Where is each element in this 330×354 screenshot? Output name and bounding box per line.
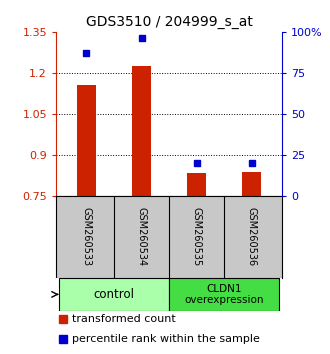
Bar <box>187 173 206 196</box>
Text: percentile rank within the sample: percentile rank within the sample <box>72 334 260 344</box>
Text: control: control <box>93 288 135 301</box>
Bar <box>169 278 280 311</box>
Bar <box>242 172 261 196</box>
Bar <box>132 66 151 196</box>
Bar <box>59 278 169 311</box>
Text: GSM260535: GSM260535 <box>192 207 202 267</box>
Text: CLDN1
overexpression: CLDN1 overexpression <box>184 284 264 305</box>
Text: transformed count: transformed count <box>72 314 176 324</box>
Text: GSM260534: GSM260534 <box>137 207 147 266</box>
Text: GSM260536: GSM260536 <box>247 207 257 266</box>
Text: GSM260533: GSM260533 <box>82 207 91 266</box>
Title: GDS3510 / 204999_s_at: GDS3510 / 204999_s_at <box>86 16 252 29</box>
Bar <box>77 85 96 196</box>
